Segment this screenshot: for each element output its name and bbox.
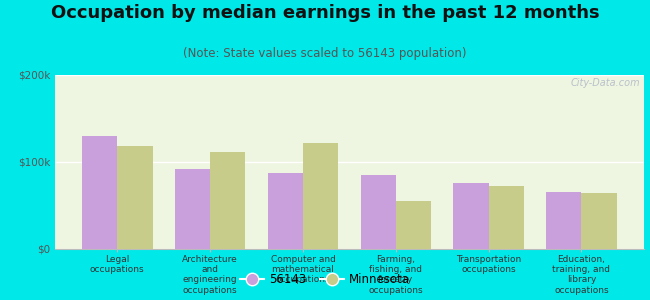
Bar: [489, 186, 524, 249]
Bar: [268, 173, 303, 249]
Bar: [361, 175, 396, 249]
Legend: 56143, Minnesota: 56143, Minnesota: [236, 269, 414, 291]
Bar: [546, 192, 582, 249]
Bar: [82, 136, 117, 249]
Text: (Note: State values scaled to 56143 population): (Note: State values scaled to 56143 popu…: [183, 46, 467, 59]
Bar: [210, 152, 246, 249]
Text: City-Data.com: City-Data.com: [571, 78, 640, 88]
Bar: [582, 193, 617, 249]
Bar: [396, 201, 431, 249]
Bar: [117, 146, 153, 249]
Bar: [453, 183, 489, 249]
Text: Occupation by median earnings in the past 12 months: Occupation by median earnings in the pas…: [51, 4, 599, 22]
Bar: [303, 143, 338, 249]
Bar: [175, 169, 210, 249]
